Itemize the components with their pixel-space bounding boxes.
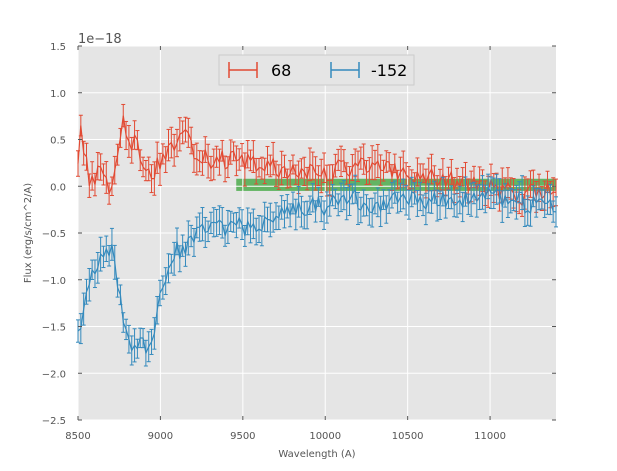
series-68: [76, 103, 558, 217]
y-tick-label: 0.0: [50, 182, 66, 193]
legend-item-minus-152: -152: [330, 61, 407, 80]
y-tick-label: 1.0: [50, 89, 66, 100]
x-tick-label: 9500: [230, 431, 255, 442]
x-tick-label: 10500: [392, 431, 424, 442]
y-tick-label: −1.0: [42, 276, 66, 287]
legend-label-minus-152: -152: [371, 61, 407, 80]
series-layer: [76, 103, 558, 367]
tick-layer: 8500 9000 9500 10000 10500 11000 −2.5 −2.0 −1.5 −…: [42, 42, 556, 442]
legend-errorbar-icon: [228, 62, 258, 78]
y-tick-label: −1.5: [42, 323, 66, 334]
legend-label-68: 68: [271, 61, 291, 80]
series-minus-152: [76, 173, 558, 367]
x-tick-label: 9000: [148, 431, 173, 442]
x-axis-label: Wavelength (A): [278, 449, 355, 460]
y-tick-label: 1.5: [50, 42, 66, 53]
legend-item-68: 68: [228, 61, 291, 80]
x-tick-label: 8500: [65, 431, 90, 442]
y-tick-label: −0.5: [42, 229, 66, 240]
y-axis-label: Flux (erg/s/cm^2/A): [23, 183, 34, 283]
y-offset-label: 1e−18: [78, 32, 122, 47]
y-tick-label: 0.5: [50, 136, 66, 147]
y-tick-label: −2.0: [42, 369, 66, 380]
y-tick-label: −2.5: [42, 416, 66, 427]
x-tick-label: 10000: [309, 431, 341, 442]
x-tick-label: 11000: [474, 431, 506, 442]
legend-errorbar-icon: [330, 62, 360, 78]
series-line: [77, 184, 557, 356]
legend: 68 -152: [218, 54, 415, 86]
